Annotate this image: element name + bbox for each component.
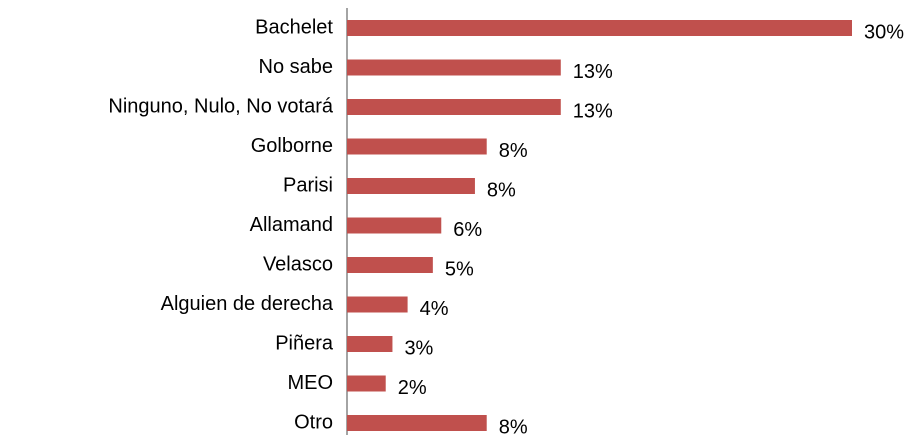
bar bbox=[347, 217, 442, 234]
bar bbox=[347, 178, 475, 194]
bar bbox=[347, 336, 393, 352]
value-label: 30% bbox=[864, 21, 904, 43]
bar bbox=[347, 296, 408, 313]
bar bbox=[347, 20, 852, 36]
bar bbox=[347, 99, 561, 115]
value-label: 13% bbox=[573, 61, 613, 83]
bar bbox=[347, 375, 386, 392]
category-label: MEO bbox=[287, 372, 333, 394]
category-label: Velasco bbox=[263, 253, 333, 275]
category-label: Parisi bbox=[283, 174, 333, 196]
bar bbox=[347, 415, 487, 431]
bar bbox=[347, 257, 433, 273]
value-label: 13% bbox=[573, 100, 613, 122]
category-label: Ninguno, Nulo, No votará bbox=[108, 95, 333, 117]
category-label: Alguien de derecha bbox=[161, 293, 334, 315]
value-label: 4% bbox=[420, 298, 449, 320]
value-label: 8% bbox=[487, 179, 516, 201]
category-label: Bachelet bbox=[255, 16, 333, 38]
value-label: 2% bbox=[398, 377, 427, 399]
category-label: Piñera bbox=[275, 332, 334, 354]
category-label: Golborne bbox=[251, 135, 333, 157]
value-label: 8% bbox=[499, 416, 528, 435]
category-label: Allamand bbox=[250, 214, 333, 236]
bar bbox=[347, 59, 561, 76]
category-label: No sabe bbox=[259, 56, 334, 78]
value-label: 8% bbox=[499, 140, 528, 162]
category-label: Otro bbox=[294, 411, 333, 433]
value-label: 5% bbox=[445, 258, 474, 280]
bar bbox=[347, 138, 487, 155]
value-label: 6% bbox=[453, 219, 482, 241]
value-label: 3% bbox=[404, 337, 433, 359]
